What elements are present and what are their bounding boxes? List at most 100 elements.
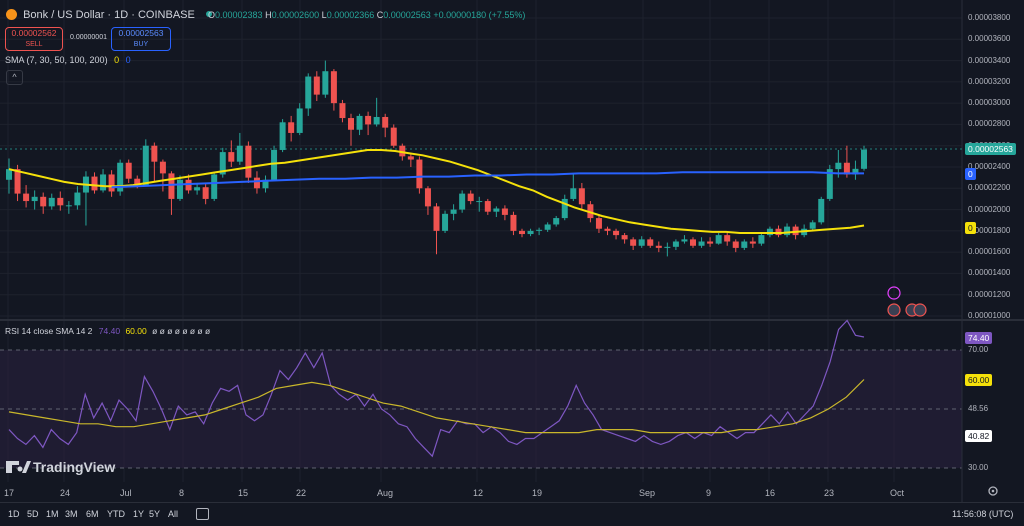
candle-up: [100, 174, 107, 191]
candle-down: [228, 152, 235, 162]
timeframe-button-ytd[interactable]: YTD: [107, 509, 125, 519]
candle-down: [134, 178, 141, 186]
ohlc-values: O0.00002383 H0.00002600 L0.00002366 C0.0…: [208, 10, 525, 20]
candle-up: [31, 196, 38, 202]
clock[interactable]: 11:56:08 (UTC): [952, 509, 1014, 519]
candle-down: [313, 76, 320, 95]
candle-up: [74, 192, 81, 206]
candle-up: [553, 218, 560, 225]
candle-up: [48, 197, 55, 207]
sma-legend[interactable]: SMA (7, 30, 50, 100, 200) 0 0: [5, 55, 131, 65]
price-tick-label: 0.00002400: [968, 162, 1011, 171]
timeframe-button-1m[interactable]: 1M: [46, 509, 59, 519]
candle-down: [749, 241, 756, 244]
time-tick-label: Oct: [890, 488, 905, 498]
rsi-sma-tag: 60.00: [965, 374, 993, 386]
candle-up: [527, 230, 534, 235]
candle-down: [339, 103, 346, 119]
candle-up: [835, 162, 842, 170]
candle-up: [698, 241, 705, 246]
sma-blue-tag: 0: [965, 168, 976, 180]
timeframe-button-3m[interactable]: 3M: [65, 509, 78, 519]
candle-down: [587, 204, 594, 219]
candle-down: [732, 241, 739, 248]
candle-up: [766, 228, 773, 236]
settings-gear-icon[interactable]: [988, 486, 998, 496]
rsi-line: [8, 319, 865, 458]
lightning-event-icon[interactable]: [887, 286, 901, 300]
event-icons[interactable]: [887, 286, 927, 317]
ohlc-change-value: +0.00000180 (+7.55%): [433, 10, 526, 20]
timeframe-button-5y[interactable]: 5Y: [149, 509, 161, 519]
flag-event-icon-3[interactable]: [913, 303, 927, 317]
flag-event-icon[interactable]: [887, 303, 901, 317]
rsi-sma-line: [8, 379, 865, 434]
candle-up: [356, 115, 363, 130]
timeframe-button-5d[interactable]: 5D: [27, 509, 39, 519]
last-price-tag: 0.00002563: [965, 143, 1016, 155]
buy-label: BUY: [133, 41, 149, 48]
time-tick-label: 8: [179, 488, 185, 498]
price-tick-label: 0.00002000: [968, 204, 1011, 214]
candle-up: [741, 241, 748, 248]
candlestick-series: [6, 60, 867, 257]
rsi-legend[interactable]: RSI 14 close SMA 14 2 74.40 60.00 ø ø ø …: [5, 326, 210, 336]
candle-up: [664, 246, 671, 248]
symbol-header[interactable]: Bonk / US Dollar · 1D · COINBASE: [6, 9, 212, 21]
rsi-tick-mid: 48.56: [968, 404, 989, 413]
candle-up: [493, 208, 500, 212]
candle-down: [125, 162, 132, 179]
timeframe-button-1d[interactable]: 1D: [8, 509, 20, 519]
sell-label: SELL: [25, 41, 43, 48]
candle-down: [484, 201, 491, 212]
price-tick-label: 0.00003600: [968, 34, 1011, 44]
price-tick-label: 0.00001400: [968, 268, 1011, 278]
candle-down: [510, 214, 517, 231]
candle-down: [724, 235, 731, 242]
date-range-icon[interactable]: [196, 508, 209, 520]
candle-up: [211, 174, 218, 199]
candle-down: [424, 188, 431, 207]
timeframe-button-6m[interactable]: 6M: [86, 509, 99, 519]
candle-up: [544, 224, 551, 230]
buy-price: 0.00002563: [118, 28, 164, 38]
candle-up: [219, 152, 226, 175]
sma-yellow-tag: 0: [965, 222, 976, 234]
time-tick-label: 19: [532, 488, 543, 498]
time-tick-label: Jul: [120, 488, 132, 498]
rsi-label[interactable]: RSI 14 close SMA 14 2: [5, 326, 93, 336]
collapse-legend-button[interactable]: ^: [6, 70, 23, 85]
candle-down: [40, 196, 47, 207]
candle-up: [715, 235, 722, 244]
bonk-logo-icon: [6, 9, 17, 20]
candle-down: [630, 239, 637, 246]
time-tick-label: 23: [824, 488, 835, 498]
rsi-tick-70: 70.00: [968, 345, 989, 354]
rsi-sma-value: 60.00: [125, 326, 147, 336]
candle-up: [322, 71, 329, 95]
symbol-title[interactable]: Bonk / US Dollar · 1D · COINBASE: [23, 9, 195, 21]
rsi-level-tag: 40.82: [965, 430, 993, 442]
sma-label[interactable]: SMA (7, 30, 50, 100, 200): [5, 55, 108, 65]
sma-blue-line: [111, 171, 864, 189]
chevron-up-icon: ^: [12, 72, 17, 82]
candle-up: [305, 76, 312, 109]
ohlc-high-value: 0.00002600: [271, 10, 320, 20]
tradingview-watermark: TradingView: [33, 459, 116, 475]
candle-down: [467, 193, 474, 202]
timeframe-button-1y[interactable]: 1Y: [133, 509, 145, 519]
candle-down: [185, 179, 192, 191]
price-tick-label: 0.00001800: [968, 225, 1011, 235]
timeframe-button-all[interactable]: All: [168, 509, 179, 519]
candle-up: [826, 169, 833, 199]
ohlc-low-value: 0.00002366: [326, 10, 375, 20]
ohlc-open-value: 0.00002383: [215, 10, 263, 20]
price-tick-label: 0.00002800: [968, 119, 1011, 129]
buy-button[interactable]: 0.00002563 BUY: [111, 27, 171, 51]
candle-up: [373, 116, 380, 125]
rsi-value-tag: 74.40: [965, 332, 993, 344]
candle-down: [91, 176, 98, 191]
sell-button[interactable]: 0.00002562 SELL: [5, 27, 63, 51]
bottom-toolbar: 1D 5D 1M 3M 6M YTD 1Y 5Y All 11:56:08 (UTC): [0, 502, 1024, 526]
